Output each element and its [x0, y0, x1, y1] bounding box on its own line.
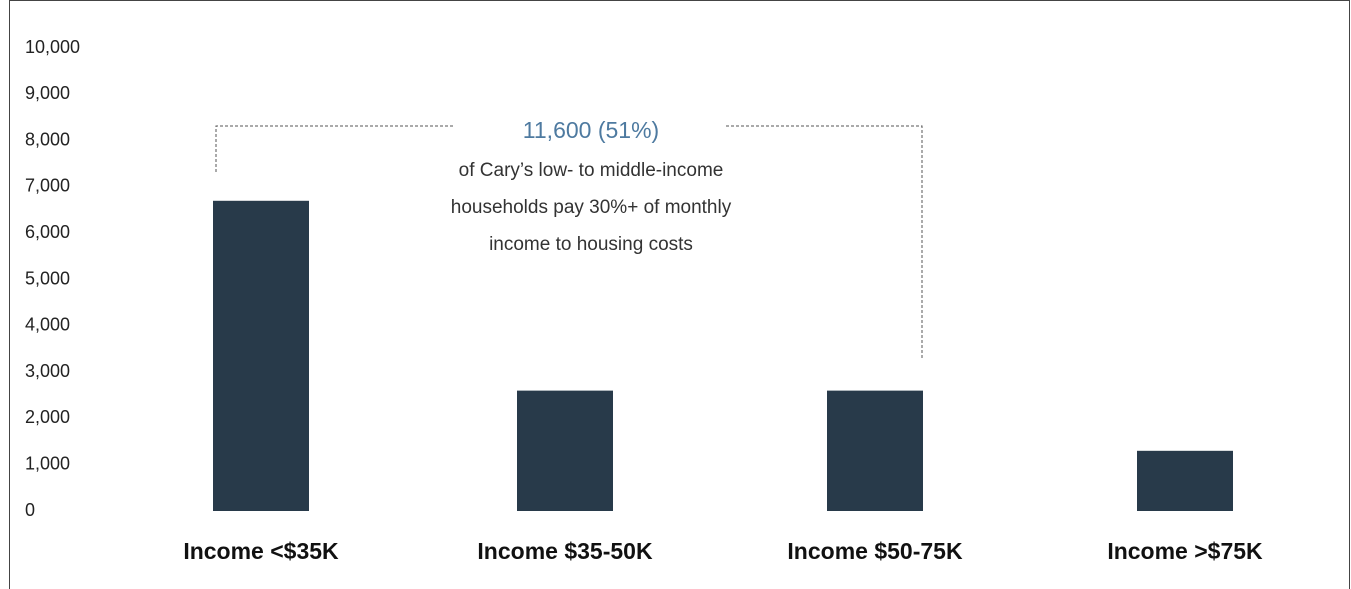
bracket-left — [215, 125, 455, 172]
y-tick-label: 0 — [25, 500, 35, 520]
bracket-right — [726, 125, 923, 360]
bar — [517, 390, 613, 511]
y-tick-label: 1,000 — [25, 453, 70, 473]
y-tick-label: 3,000 — [25, 361, 70, 381]
x-tick-label: Income >$75K — [1107, 538, 1263, 564]
y-tick-label: 8,000 — [25, 129, 70, 149]
annotation-line: income to housing costs — [489, 234, 693, 255]
annotation-headline: 11,600 (51%) — [523, 117, 659, 143]
y-tick-label: 2,000 — [25, 407, 70, 427]
x-tick-label: Income $35-50K — [477, 538, 653, 564]
y-tick-label: 6,000 — [25, 222, 70, 242]
y-tick-label: 4,000 — [25, 315, 70, 335]
bar — [827, 390, 923, 511]
x-tick-label: Income $50-75K — [787, 538, 963, 564]
y-tick-label: 10,000 — [25, 37, 80, 57]
y-tick-label: 5,000 — [25, 268, 70, 288]
frame — [9, 0, 1350, 589]
bar — [1137, 450, 1233, 511]
y-tick-label: 9,000 — [25, 83, 70, 103]
x-tick-label: Income <$35K — [183, 538, 339, 564]
annotation-line: of Cary’s low- to middle-income — [459, 160, 724, 181]
annotation-line: households pay 30%+ of monthly — [451, 197, 732, 218]
y-tick-label: 7,000 — [25, 176, 70, 196]
bar — [213, 200, 309, 512]
